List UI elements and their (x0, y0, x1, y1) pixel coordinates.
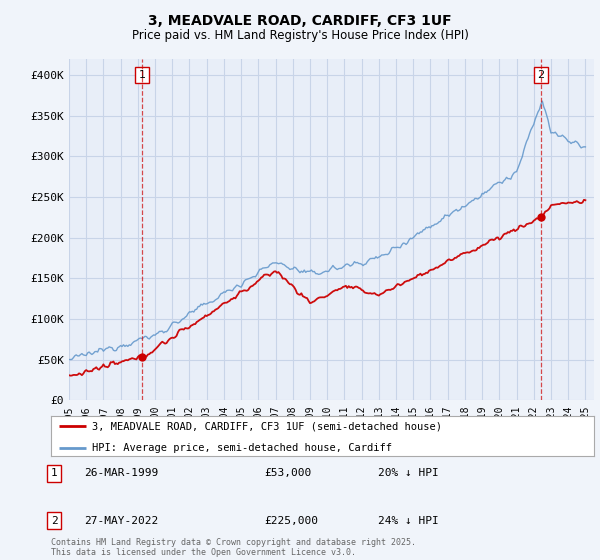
Text: 26-MAR-1999: 26-MAR-1999 (84, 468, 158, 478)
Text: 1: 1 (50, 468, 58, 478)
Text: HPI: Average price, semi-detached house, Cardiff: HPI: Average price, semi-detached house,… (92, 442, 392, 452)
Text: 20% ↓ HPI: 20% ↓ HPI (378, 468, 439, 478)
Text: Price paid vs. HM Land Registry's House Price Index (HPI): Price paid vs. HM Land Registry's House … (131, 29, 469, 42)
Text: Contains HM Land Registry data © Crown copyright and database right 2025.
This d: Contains HM Land Registry data © Crown c… (51, 538, 416, 557)
Text: 27-MAY-2022: 27-MAY-2022 (84, 516, 158, 526)
Text: 3, MEADVALE ROAD, CARDIFF, CF3 1UF: 3, MEADVALE ROAD, CARDIFF, CF3 1UF (148, 14, 452, 28)
Text: 2: 2 (50, 516, 58, 526)
Text: 2: 2 (538, 70, 544, 80)
Text: £53,000: £53,000 (264, 468, 311, 478)
Text: 24% ↓ HPI: 24% ↓ HPI (378, 516, 439, 526)
Text: 1: 1 (139, 70, 146, 80)
Text: £225,000: £225,000 (264, 516, 318, 526)
Text: 3, MEADVALE ROAD, CARDIFF, CF3 1UF (semi-detached house): 3, MEADVALE ROAD, CARDIFF, CF3 1UF (semi… (92, 421, 442, 431)
